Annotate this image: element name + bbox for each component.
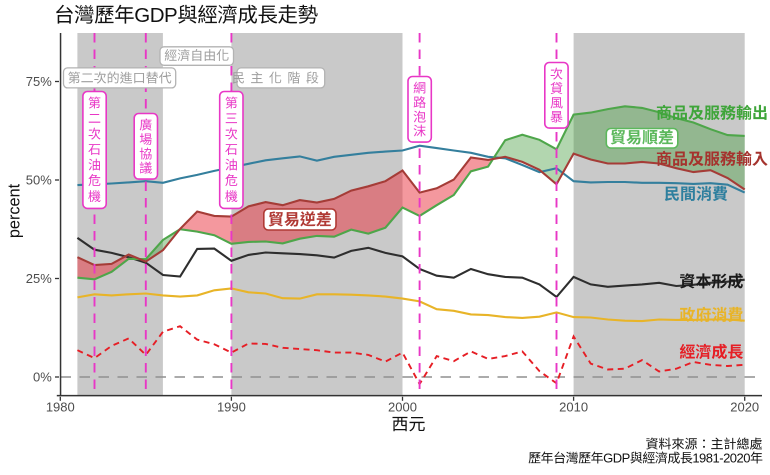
svg-text:貿易逆差: 貿易逆差 bbox=[268, 211, 332, 229]
svg-text:石: 石 bbox=[225, 142, 238, 157]
svg-text:油: 油 bbox=[225, 158, 238, 173]
svg-text:場: 場 bbox=[139, 132, 152, 147]
svg-text:50%: 50% bbox=[26, 173, 52, 188]
svg-text:2000: 2000 bbox=[388, 400, 417, 415]
svg-text:商品及服務輸入: 商品及服務輸入 bbox=[656, 151, 768, 169]
svg-text:1990: 1990 bbox=[217, 400, 246, 415]
svg-text:次: 次 bbox=[550, 67, 563, 82]
svg-text:1980: 1980 bbox=[46, 400, 75, 415]
svg-text:資本形成: 資本形成 bbox=[679, 273, 743, 291]
svg-text:二: 二 bbox=[88, 111, 101, 126]
svg-text:危: 危 bbox=[88, 173, 101, 188]
svg-text:風: 風 bbox=[550, 95, 563, 110]
svg-text:percent: percent bbox=[6, 183, 24, 238]
svg-text:議: 議 bbox=[139, 161, 152, 176]
svg-text:泡: 泡 bbox=[413, 109, 426, 124]
svg-text:民主化階段: 民主化階段 bbox=[232, 71, 325, 86]
svg-text:網: 網 bbox=[413, 81, 426, 96]
svg-text:危: 危 bbox=[225, 173, 238, 188]
svg-text:協: 協 bbox=[139, 146, 152, 161]
svg-text:25%: 25% bbox=[26, 271, 52, 286]
svg-text:貿易順差: 貿易順差 bbox=[610, 129, 674, 147]
svg-text:油: 油 bbox=[88, 158, 101, 173]
svg-text:機: 機 bbox=[225, 189, 238, 204]
svg-text:商品及服務輸出: 商品及服務輸出 bbox=[656, 105, 768, 123]
svg-text:資料來源：主計總處: 資料來源：主計總處 bbox=[645, 437, 762, 452]
svg-text:次: 次 bbox=[225, 127, 238, 142]
svg-text:暴: 暴 bbox=[550, 110, 563, 125]
svg-text:民間消費: 民間消費 bbox=[664, 186, 728, 204]
svg-text:政府消費: 政府消費 bbox=[679, 307, 743, 325]
svg-text:經濟自由化: 經濟自由化 bbox=[164, 48, 229, 63]
svg-text:西元: 西元 bbox=[392, 415, 426, 434]
svg-text:2010: 2010 bbox=[559, 400, 588, 415]
svg-text:次: 次 bbox=[88, 127, 101, 142]
svg-text:貸: 貸 bbox=[550, 81, 563, 96]
svg-text:2020: 2020 bbox=[730, 400, 759, 415]
svg-text:台灣歷年GDP與經濟成長走勢: 台灣歷年GDP與經濟成長走勢 bbox=[54, 4, 319, 27]
svg-text:廣: 廣 bbox=[139, 118, 152, 133]
svg-text:機: 機 bbox=[88, 189, 101, 204]
svg-text:第: 第 bbox=[88, 96, 101, 111]
svg-text:沫: 沫 bbox=[413, 124, 426, 139]
svg-text:第二次的進口替代: 第二次的進口替代 bbox=[68, 71, 172, 86]
svg-text:0%: 0% bbox=[33, 370, 52, 385]
svg-text:第: 第 bbox=[225, 96, 238, 111]
svg-text:路: 路 bbox=[413, 95, 426, 110]
svg-text:經濟成長: 經濟成長 bbox=[679, 344, 743, 362]
svg-text:歷年台灣歷年GDP與經濟成長1981-2020年: 歷年台灣歷年GDP與經濟成長1981-2020年 bbox=[528, 451, 763, 466]
svg-text:石: 石 bbox=[88, 142, 101, 157]
svg-text:三: 三 bbox=[225, 111, 238, 126]
svg-text:75%: 75% bbox=[26, 74, 52, 89]
